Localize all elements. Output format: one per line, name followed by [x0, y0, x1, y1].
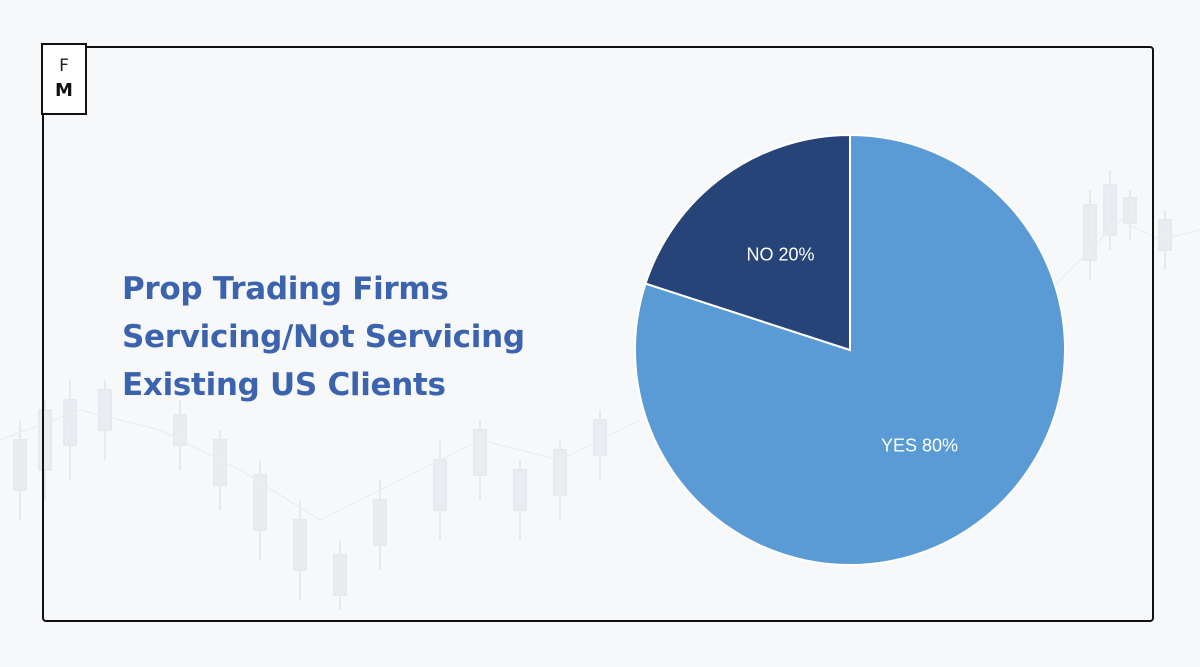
pie-label-yes: YES 80%: [881, 436, 958, 456]
pie-slice-no: [644, 133, 851, 352]
title-line-3: Existing US Clients: [122, 367, 446, 403]
content-frame: [42, 46, 1154, 622]
chart-title: Prop Trading Firms Servicing/Not Servici…: [122, 265, 592, 409]
logo-letter-f: F: [59, 56, 69, 76]
pie-label-no: NO 20%: [746, 244, 814, 264]
logo-letter-m: M: [55, 80, 73, 101]
pie-chart: YES 80% NO 20%: [634, 133, 1066, 566]
fm-logo: F M: [41, 43, 87, 115]
title-line-1: Prop Trading Firms: [122, 271, 449, 307]
title-line-2: Servicing/Not Servicing: [122, 319, 525, 355]
